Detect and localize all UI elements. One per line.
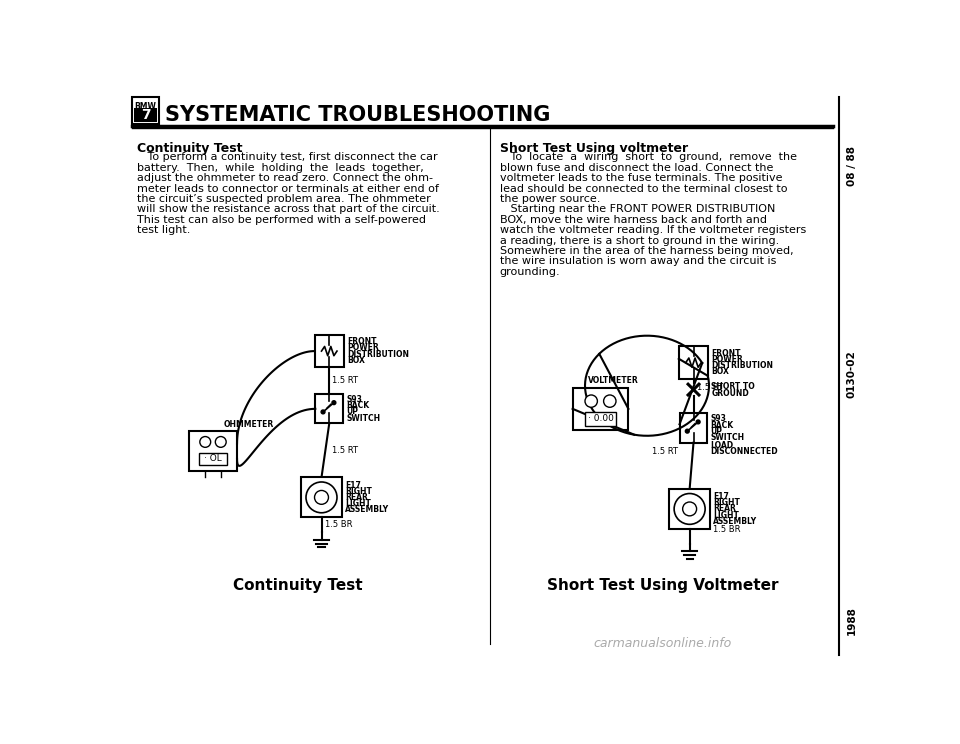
Text: To perform a continuity test, first disconnect the car: To perform a continuity test, first disc…: [137, 153, 438, 162]
Bar: [189, 432, 237, 471]
Circle shape: [696, 420, 700, 424]
Text: · OL: · OL: [204, 455, 222, 464]
Text: 7: 7: [141, 108, 151, 122]
Text: REAR: REAR: [345, 493, 368, 502]
Text: the circuit’s suspected problem area. The ohmmeter: the circuit’s suspected problem area. Th…: [137, 194, 431, 204]
Text: OHMMETER: OHMMETER: [224, 420, 275, 429]
Text: E17: E17: [713, 492, 729, 501]
Circle shape: [315, 490, 328, 504]
Text: lead should be connected to the terminal closest to: lead should be connected to the terminal…: [500, 184, 787, 193]
Text: S93: S93: [710, 414, 727, 423]
Bar: [315, 335, 344, 368]
Text: 1.5 RT: 1.5 RT: [332, 446, 358, 455]
Text: BOX, move the wire harness back and forth and: BOX, move the wire harness back and fort…: [500, 215, 767, 225]
Text: SWITCH: SWITCH: [347, 414, 380, 423]
Text: 1.5 RT: 1.5 RT: [697, 382, 723, 391]
Text: 0130-02: 0130-02: [847, 350, 856, 398]
Text: a reading, there is a short to ground in the wiring.: a reading, there is a short to ground in…: [500, 236, 779, 246]
Text: UP: UP: [710, 426, 723, 436]
Text: BOX: BOX: [348, 356, 365, 365]
Circle shape: [685, 429, 689, 433]
Text: meter leads to connector or terminals at either end of: meter leads to connector or terminals at…: [137, 184, 439, 193]
Text: Short Test Using voltmeter: Short Test Using voltmeter: [500, 141, 688, 155]
Bar: [572, 388, 629, 430]
Text: ASSEMBLY: ASSEMBLY: [345, 505, 389, 514]
Text: voltmeter leads to the fuse terminals. The positive: voltmeter leads to the fuse terminals. T…: [500, 173, 782, 183]
Text: adjust the ohmmeter to read zero. Connect the ohm-: adjust the ohmmeter to read zero. Connec…: [137, 173, 433, 183]
Text: This test can also be performed with a self-powered: This test can also be performed with a s…: [137, 215, 426, 225]
Text: grounding.: grounding.: [500, 267, 561, 277]
Text: BOX: BOX: [711, 368, 730, 376]
Text: Continuity Test: Continuity Test: [233, 578, 363, 594]
Text: Starting near the FRONT POWER DISTRIBUTION: Starting near the FRONT POWER DISTRIBUTI…: [500, 205, 775, 214]
Text: POWER: POWER: [711, 355, 743, 364]
Bar: [669, 489, 709, 529]
Text: carmanualsonline.info: carmanualsonline.info: [593, 637, 732, 650]
Bar: [134, 108, 157, 121]
Circle shape: [683, 502, 697, 516]
Text: will show the resistance across that part of the circuit.: will show the resistance across that par…: [137, 205, 440, 214]
Text: BMW: BMW: [133, 103, 156, 112]
Circle shape: [332, 401, 336, 405]
Text: 1988: 1988: [847, 606, 856, 635]
Text: 1.5 RT: 1.5 RT: [652, 446, 678, 455]
Text: RIGHT: RIGHT: [345, 487, 372, 496]
Text: UP: UP: [347, 408, 358, 417]
Text: 1.5 BR: 1.5 BR: [713, 525, 740, 534]
Text: DISTRIBUTION: DISTRIBUTION: [711, 361, 774, 371]
Text: SHORT TO: SHORT TO: [711, 382, 756, 391]
Circle shape: [585, 395, 597, 407]
Text: 1.5 RT: 1.5 RT: [332, 376, 358, 385]
Text: GROUND: GROUND: [711, 389, 749, 398]
Text: SWITCH: SWITCH: [710, 433, 745, 442]
Text: BACK: BACK: [347, 401, 370, 410]
Text: the wire insulation is worn away and the circuit is: the wire insulation is worn away and the…: [500, 257, 776, 266]
Text: DISTRIBUTION: DISTRIBUTION: [348, 350, 409, 359]
Bar: [301, 478, 342, 517]
Text: Short Test Using Voltmeter: Short Test Using Voltmeter: [547, 578, 779, 594]
Text: FRONT: FRONT: [348, 337, 376, 347]
Bar: [132, 97, 158, 124]
Text: E17: E17: [345, 481, 361, 490]
Text: 08 / 88: 08 / 88: [847, 147, 856, 186]
Text: VOLTMETER: VOLTMETER: [588, 376, 638, 385]
Text: battery.  Then,  while  holding  the  leads  together,: battery. Then, while holding the leads t…: [137, 163, 423, 173]
Text: blown fuse and disconnect the load. Connect the: blown fuse and disconnect the load. Conn…: [500, 163, 773, 173]
Text: REAR: REAR: [713, 504, 735, 513]
Text: POWER: POWER: [348, 344, 379, 353]
Circle shape: [306, 482, 337, 513]
Circle shape: [674, 493, 706, 525]
Circle shape: [215, 437, 227, 447]
Text: To  locate  a  wiring  short  to  ground,  remove  the: To locate a wiring short to ground, remo…: [500, 153, 797, 162]
Circle shape: [604, 395, 616, 407]
Bar: [585, 412, 616, 426]
Text: BACK: BACK: [710, 420, 733, 429]
Text: DISCONNECTED: DISCONNECTED: [710, 447, 779, 456]
Text: Somewhere in the area of the harness being moved,: Somewhere in the area of the harness bei…: [500, 246, 793, 256]
Text: FRONT: FRONT: [711, 349, 741, 358]
Text: 1.5 BR: 1.5 BR: [324, 520, 352, 529]
Text: test light.: test light.: [137, 225, 190, 235]
Bar: [680, 414, 708, 443]
Circle shape: [200, 437, 210, 447]
Text: RIGHT: RIGHT: [713, 498, 740, 507]
Bar: [679, 347, 708, 379]
Circle shape: [321, 410, 325, 414]
Text: S93: S93: [347, 395, 362, 404]
Text: LOAD: LOAD: [710, 441, 733, 450]
Text: watch the voltmeter reading. If the voltmeter registers: watch the voltmeter reading. If the volt…: [500, 225, 806, 235]
Bar: [199, 452, 227, 465]
Text: LIGHT: LIGHT: [345, 499, 371, 508]
Text: · 0.00: · 0.00: [588, 414, 613, 423]
Text: the power source.: the power source.: [500, 194, 600, 204]
Text: Continuity Test: Continuity Test: [137, 141, 243, 155]
Text: ASSEMBLY: ASSEMBLY: [713, 517, 757, 526]
Bar: [315, 394, 344, 423]
Text: SYSTEMATIC TROUBLESHOOTING: SYSTEMATIC TROUBLESHOOTING: [165, 105, 550, 125]
Text: LIGHT: LIGHT: [713, 510, 739, 519]
